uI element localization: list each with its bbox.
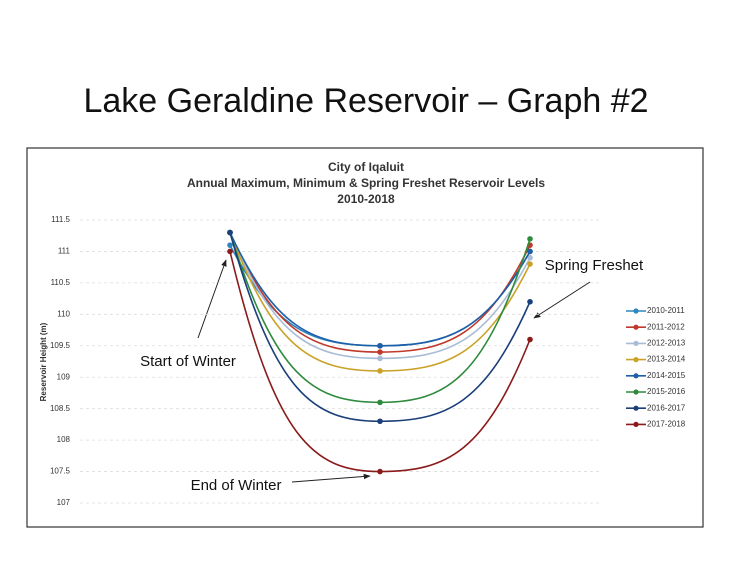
data-point	[377, 368, 383, 374]
annotation: Start of Winter	[140, 353, 236, 370]
chart-subtitle: Annual Maximum, Minimum & Spring Freshet…	[187, 176, 545, 190]
legend-swatch	[633, 308, 639, 314]
annotation-arrow	[197, 259, 227, 339]
legend-label: 2013-2014	[647, 355, 686, 364]
y-tick-label: 111.5	[51, 215, 70, 224]
data-point	[227, 229, 233, 236]
annotation: End of Winter	[191, 477, 282, 494]
legend-swatch	[633, 357, 639, 363]
data-point	[527, 254, 533, 261]
data-point	[377, 342, 383, 349]
annotation: Spring Freshet	[545, 257, 644, 274]
legend-swatch	[633, 389, 639, 395]
y-tick-label: 110.5	[51, 278, 71, 287]
data-point	[377, 355, 383, 362]
data-point	[377, 418, 383, 425]
legend-label: 2010-2011	[647, 306, 685, 315]
data-point	[377, 399, 383, 406]
data-point	[527, 261, 533, 267]
legend-swatch	[633, 405, 639, 411]
data-point	[377, 349, 383, 355]
data-point	[227, 242, 233, 248]
y-tick-label: 109.5	[50, 341, 71, 350]
legend-label: 2011-2012	[647, 322, 685, 331]
chart-title: City of Iqaluit	[328, 160, 404, 174]
y-tick-label: 108.5	[50, 404, 71, 413]
legend-swatch	[633, 340, 639, 346]
plot: 107 107.5 108 108.5 109 109.5 110 110.5 111 111.5…	[50, 215, 686, 507]
y-tick-label: 108	[57, 435, 71, 444]
data-point	[377, 468, 383, 475]
page-heading: Lake Geraldine Reservoir – Graph #2	[83, 82, 648, 120]
y-tick-label: 111	[58, 247, 71, 256]
chart-frame	[26, 147, 704, 528]
data-point	[527, 248, 533, 255]
data-point	[227, 248, 233, 255]
legend-label: 2016-2017	[647, 403, 686, 412]
y-tick-label: 107.5	[50, 467, 71, 476]
legend-swatch	[633, 324, 639, 330]
annotation-arrow	[533, 281, 591, 319]
y-tick-label: 107	[57, 498, 71, 507]
legend-label: 2014-2015	[647, 371, 686, 380]
legend-label: 2015-2016	[647, 387, 686, 396]
legend-swatch	[633, 373, 639, 379]
legend-label: 2017-2018	[647, 420, 686, 429]
data-point	[527, 336, 533, 343]
chart-subtitle: 2010-2018	[337, 192, 395, 206]
y-tick-label: 109	[57, 372, 71, 381]
data-point	[527, 298, 533, 305]
y-tick-label: 110	[57, 309, 70, 318]
legend-label: 2012-2013	[647, 339, 686, 348]
annotation-arrow	[291, 473, 371, 483]
data-point	[527, 236, 533, 242]
legend-swatch	[633, 421, 639, 427]
y-axis-label: Reservoir Height (m)	[39, 322, 48, 401]
